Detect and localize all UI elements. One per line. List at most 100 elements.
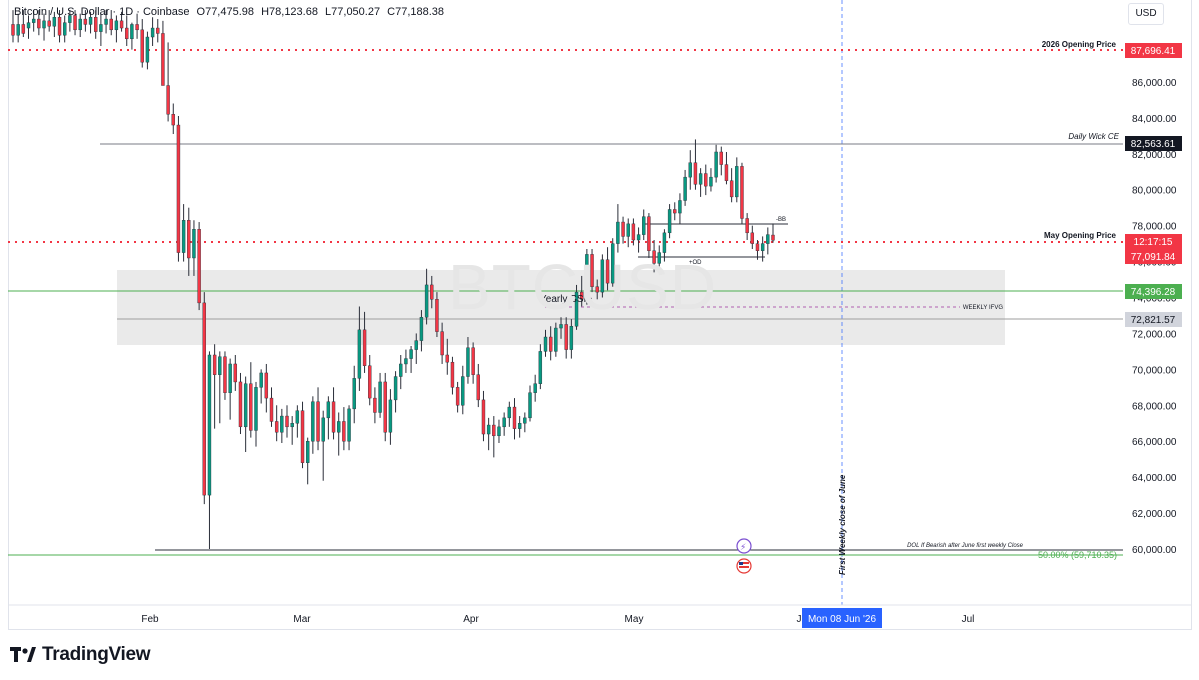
candle-down — [21, 24, 26, 34]
candle-down — [455, 387, 460, 406]
candle-up — [207, 354, 212, 496]
candle-down — [171, 114, 175, 126]
candle-up — [114, 20, 119, 31]
crosshair-time-label: Mon 08 Jun '26 — [808, 614, 877, 625]
candle-down — [471, 347, 475, 375]
opening-2026-annotation: 2026 Opening Price — [1042, 40, 1117, 49]
candle-down — [771, 234, 775, 241]
candle-down — [73, 15, 77, 31]
green-level-price-label-bg — [1125, 284, 1182, 299]
candle-down — [156, 27, 160, 34]
time-tick: Jul — [962, 614, 975, 625]
price-tick: 68,000.00 — [1132, 401, 1177, 412]
candle-up — [611, 243, 615, 284]
candle-up — [280, 415, 284, 433]
candle-down — [476, 374, 480, 401]
symbol-title[interactable]: Bitcoin / U.S. Dollar · 1D · Coinbase — [14, 6, 190, 18]
candle-up — [404, 358, 408, 365]
candle-up — [31, 18, 36, 23]
candle-up — [414, 340, 418, 350]
candle-down — [605, 259, 610, 284]
us-flag-stripe-2 — [739, 566, 749, 568]
candle-up — [626, 223, 630, 237]
yearly-ssl-annotation: Yearly SSI+ — [540, 294, 592, 305]
us-flag-canton — [739, 562, 743, 565]
candle-up — [543, 336, 548, 352]
brand-name: TradingView — [42, 644, 151, 665]
price-tick: 72,000.00 — [1132, 329, 1177, 340]
daily-wick-ce-price-label: 82,563.61 — [1131, 139, 1176, 150]
candle-up — [218, 356, 222, 375]
candle-up — [698, 173, 703, 185]
candle-down — [580, 291, 584, 300]
candle-down — [176, 124, 181, 253]
candle-down — [647, 216, 651, 251]
candle-up — [600, 259, 605, 293]
symbol-watermark: BTCUSD — [448, 251, 718, 323]
candle-up — [150, 27, 155, 38]
candle-up — [642, 216, 646, 235]
candle-down — [492, 424, 496, 437]
candle-up — [192, 229, 196, 259]
candle-down — [693, 162, 698, 185]
candle-up — [42, 20, 46, 29]
gray-level-price-label: 72,821.57 — [1131, 315, 1176, 326]
currency-selector[interactable]: USD — [1128, 3, 1164, 25]
candle-down — [595, 286, 599, 293]
time-tick: Mar — [293, 614, 311, 625]
candle-up — [709, 176, 713, 187]
candle-up — [326, 401, 331, 419]
od-annotation: +OD — [689, 260, 702, 266]
ohlc-low: L77,050.27 — [325, 6, 381, 18]
candle-down — [37, 18, 41, 29]
candle-down — [135, 24, 139, 31]
candle-down — [342, 421, 346, 442]
candle-up — [419, 317, 424, 341]
time-tick: May — [625, 614, 644, 625]
candle-down — [512, 406, 517, 429]
price-tick: 64,000.00 — [1132, 473, 1177, 484]
candle-up — [486, 424, 491, 435]
candle-down — [285, 415, 289, 428]
candle-down — [740, 166, 744, 219]
candle-down — [750, 232, 755, 244]
may-opening-annotation: May Opening Price — [1044, 231, 1117, 240]
candle-up — [243, 383, 248, 428]
candle-up — [409, 349, 413, 359]
candle-down — [83, 18, 88, 25]
candle-down — [435, 299, 439, 332]
candle-down — [621, 221, 625, 237]
candle-up — [662, 232, 667, 253]
gray-level-price-label-bg — [1125, 312, 1182, 327]
candle-up — [502, 417, 506, 428]
candle-up — [68, 15, 72, 23]
candle-down — [233, 363, 238, 383]
chart-frame[interactable] — [8, 0, 1192, 630]
candle-up — [683, 176, 687, 201]
chart-canvas[interactable]: 2026 Opening Price Daily Wick CE May Openi… — [0, 0, 1199, 630]
candle-up — [517, 423, 522, 429]
candle-up — [145, 36, 150, 63]
candle-up — [461, 376, 465, 406]
tradingview-brand[interactable]: TradingView — [10, 644, 151, 666]
candle-up — [78, 18, 82, 31]
candle-down — [264, 372, 269, 399]
daily-wick-ce-annotation: Daily Wick CE — [1068, 132, 1119, 141]
tradingview-logo-icon — [10, 647, 36, 662]
candle-up — [16, 24, 20, 36]
bb-annotation: -BB — [776, 217, 786, 223]
candle-up — [678, 200, 682, 214]
candle-up — [130, 24, 134, 40]
last-price-label: 77,091.84 — [1131, 252, 1176, 263]
candle-up — [574, 291, 579, 327]
candle-down — [481, 399, 486, 435]
candle-down — [202, 302, 206, 496]
candle-up — [554, 327, 558, 352]
candle-up — [181, 220, 186, 253]
ohlc-close: C77,188.38 — [387, 6, 445, 18]
candle-up — [735, 166, 739, 198]
candle-up — [337, 421, 341, 433]
price-tick: 70,000.00 — [1132, 365, 1177, 376]
lightning-event-icon — [736, 538, 752, 554]
us-flag-stripe-1 — [739, 562, 749, 564]
